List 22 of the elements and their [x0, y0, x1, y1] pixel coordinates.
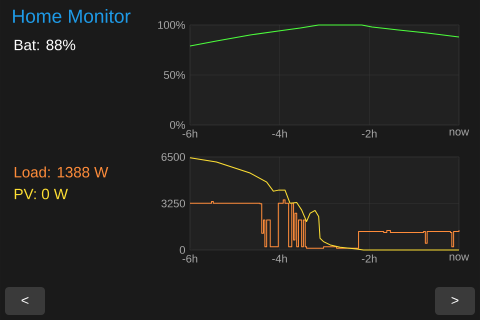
- text: Bat: 88%: [14, 40, 76, 50]
- x-tick-label: -2h: [362, 254, 377, 262]
- text: >: [452, 296, 458, 304]
- text: PV: 0 W: [14, 188, 68, 200]
- chart-title: Home Monitor: [13, 9, 130, 23]
- x-tick-label: -6h: [182, 254, 198, 263]
- x-tick-label: now: [450, 254, 470, 261]
- line-series: [190, 157, 460, 250]
- x-tick-label: -4h: [272, 254, 287, 262]
- y-tick-label: 3250: [161, 200, 186, 208]
- y-tick-label: 50%: [164, 71, 186, 79]
- y-tick-label: 0: [180, 246, 186, 254]
- text: Load: 1388 W: [14, 166, 108, 178]
- text: <: [22, 296, 28, 304]
- x-tick-label: now: [450, 130, 470, 136]
- line-series: [190, 24, 460, 46]
- x-tick-label: -6h: [182, 130, 198, 138]
- y-tick-label: 100%: [158, 21, 186, 29]
- y-tick-label: 0%: [170, 121, 186, 129]
- y-tick-label: 6500: [162, 153, 186, 161]
- x-tick-label: -2h: [362, 130, 377, 138]
- x-tick-label: -4h: [272, 130, 287, 138]
